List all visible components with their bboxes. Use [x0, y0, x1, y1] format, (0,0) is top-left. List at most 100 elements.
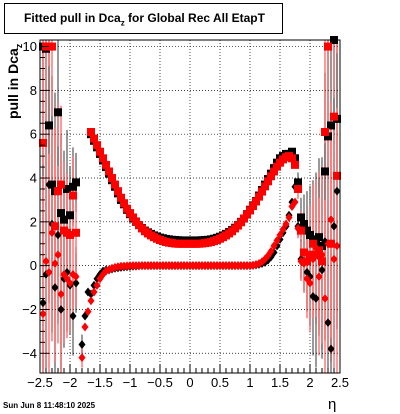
data-point-square: [72, 228, 80, 237]
data-point-diamond: [306, 278, 314, 288]
data-point-diamond: [51, 283, 59, 293]
x-tick-label: −2: [63, 375, 78, 390]
data-point-diamond: [333, 186, 341, 196]
y-tick-label: 10: [23, 39, 37, 54]
data-point-square: [39, 138, 47, 147]
data-point-square: [54, 187, 62, 196]
data-point-square: [330, 112, 338, 121]
data-point-diamond: [270, 241, 278, 251]
data-point-square: [288, 147, 296, 156]
data-point-square: [126, 209, 134, 218]
y-tick-label: −4: [22, 346, 37, 361]
data-point-diamond: [324, 318, 332, 328]
data-point-diamond: [72, 278, 80, 288]
x-tick-label: 0.5: [211, 375, 229, 390]
data-point-diamond: [66, 278, 74, 288]
data-point-square: [99, 154, 107, 163]
data-point-square: [45, 121, 53, 130]
data-point-square: [114, 187, 122, 196]
data-point-diamond: [42, 256, 50, 266]
data-point-square: [291, 160, 299, 169]
data-point-square: [261, 182, 269, 191]
data-point-square: [69, 191, 77, 200]
y-tick-label: 0: [30, 258, 37, 273]
data-point-square: [249, 202, 257, 211]
data-point-square: [300, 248, 308, 257]
data-point-square: [306, 250, 314, 259]
data-point-square: [309, 239, 317, 248]
data-point-square: [120, 199, 128, 208]
data-point-square: [264, 177, 272, 186]
data-point-square: [87, 128, 95, 137]
data-point-square: [288, 154, 296, 163]
data-point-diamond: [300, 258, 308, 268]
data-point-square: [321, 128, 329, 137]
x-tick-label: −0.5: [147, 375, 173, 390]
data-point-diamond: [285, 212, 293, 222]
data-point-square: [48, 42, 56, 51]
data-point-diamond: [78, 340, 86, 350]
data-point-square: [255, 192, 263, 201]
data-point-square: [90, 134, 98, 143]
data-point-square: [324, 132, 332, 141]
y-tick-label: −2: [22, 302, 37, 317]
data-point-diamond: [333, 241, 341, 251]
timestamp: Sun Jun 8 11:48:10 2025: [3, 401, 96, 410]
data-point-square: [300, 220, 308, 229]
data-point-square: [117, 193, 125, 202]
data-point-square: [315, 233, 323, 242]
x-tick-label: 2: [306, 375, 313, 390]
data-point-square: [318, 257, 326, 266]
data-point-diamond: [309, 254, 317, 264]
data-point-diamond: [318, 265, 326, 275]
data-point-diamond: [330, 221, 338, 231]
data-point-diamond: [324, 239, 332, 249]
data-point-square: [318, 241, 326, 250]
x-tick-label: 1: [246, 375, 253, 390]
data-point-square: [306, 230, 314, 239]
x-tick-label: 1.5: [271, 375, 289, 390]
data-point-diamond: [87, 296, 95, 306]
data-point-diamond: [48, 228, 56, 238]
data-point-diamond: [45, 267, 53, 277]
data-point-diamond: [39, 298, 47, 308]
data-markers: [39, 36, 341, 363]
data-point-diamond: [84, 307, 92, 317]
data-point-square: [66, 211, 74, 220]
data-point-square: [243, 210, 251, 219]
data-point-diamond: [312, 294, 320, 304]
data-point-square: [315, 246, 323, 255]
data-point-square: [267, 172, 275, 181]
data-point-diamond: [282, 219, 290, 229]
data-point-square: [93, 141, 101, 150]
tick-labels: −2.5 −2 −1.5 −1 −0.5 0 0.5 1 1.5 2 2.5 −4 −2 0 2 4 6 8 10: [22, 39, 349, 390]
data-point-diamond: [57, 304, 65, 314]
data-point-diamond: [93, 280, 101, 290]
y-tick-label: 4: [30, 171, 37, 186]
data-point-diamond: [321, 294, 329, 304]
grid: [40, 40, 340, 373]
data-point-diamond: [273, 235, 281, 245]
data-point-diamond: [294, 223, 302, 233]
title-box: Fitted pull in Dcaz for Global Rec All E…: [4, 3, 283, 34]
data-point-square: [333, 171, 341, 180]
data-point-square: [246, 206, 254, 215]
data-point-square: [69, 182, 77, 191]
x-tick-label: −1.5: [87, 375, 113, 390]
chart-title: Fitted pull in Dcaz for Global Rec All E…: [24, 11, 265, 28]
data-point-diamond: [51, 258, 59, 268]
data-point-square: [102, 160, 110, 169]
data-point-diamond: [279, 225, 287, 235]
data-point-diamond: [318, 250, 326, 260]
data-point-square: [105, 167, 113, 176]
data-point-square: [303, 226, 311, 235]
data-point-square: [96, 147, 104, 156]
data-point-square: [54, 108, 62, 117]
data-point-diamond: [330, 254, 338, 264]
data-point-diamond: [69, 311, 77, 321]
data-point-square: [327, 121, 335, 130]
data-point-diamond: [90, 287, 98, 297]
data-point-square: [270, 167, 278, 176]
data-point-square: [51, 222, 59, 231]
